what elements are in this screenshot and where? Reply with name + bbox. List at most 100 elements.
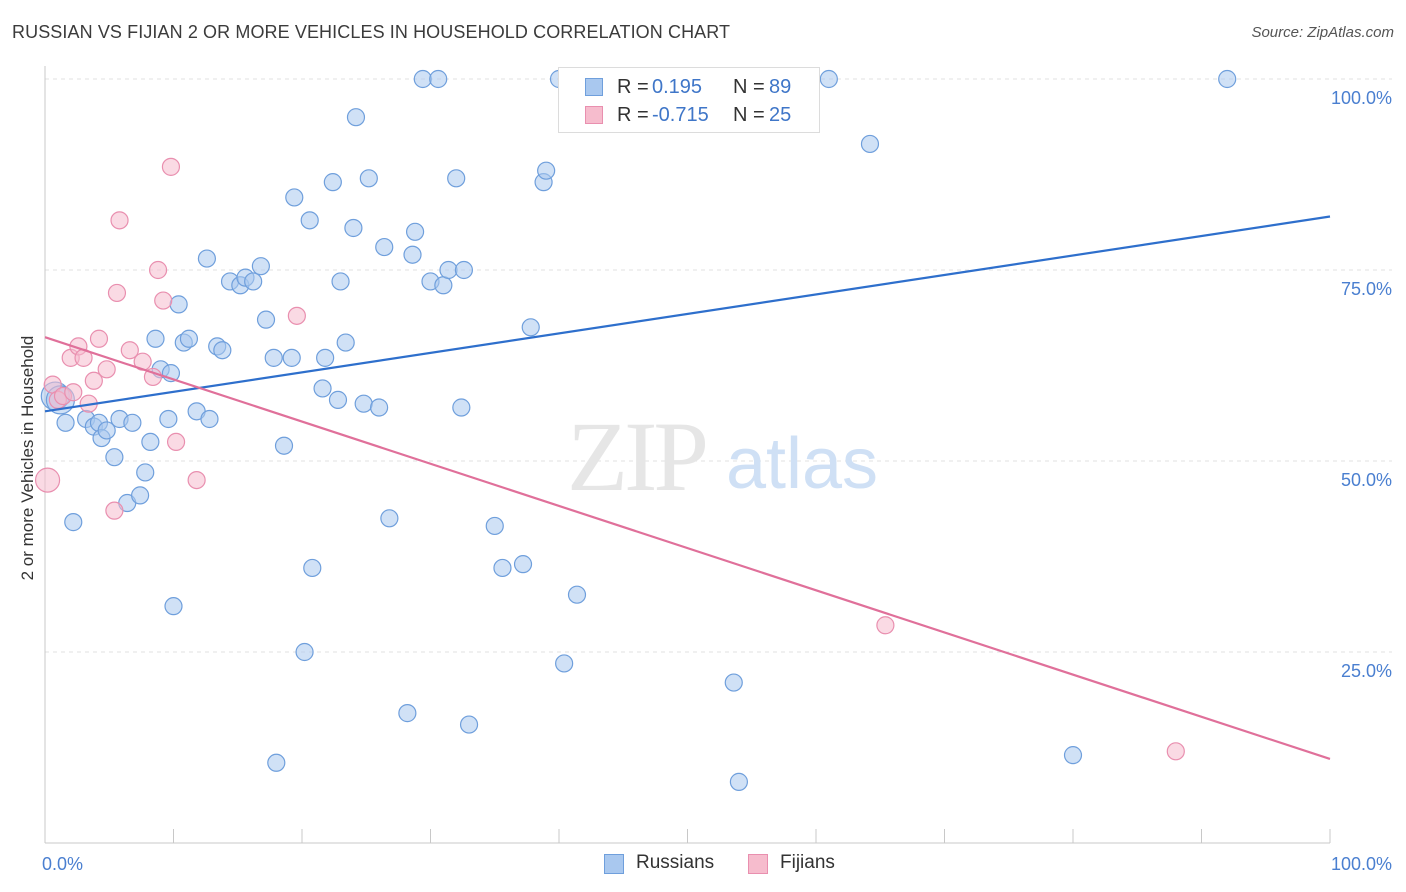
russians-point [403,245,422,264]
russians-point [197,249,217,268]
russians-point [251,257,270,276]
russians-point [346,108,366,127]
russians-point [213,341,232,360]
russians-point [493,558,512,578]
fijians-point [143,367,163,387]
russians-point [295,642,314,662]
fijians-point [34,467,61,493]
russians-point [146,329,165,348]
fijians-point [105,501,124,520]
russians-point [97,421,116,440]
russians-point [64,513,83,532]
russians-point [323,173,342,192]
x-tick-label: 0.0% [42,854,83,874]
axes [44,66,1331,844]
russians-point [179,329,199,348]
russians-point [434,276,453,295]
russians-point [380,509,399,528]
russians-point [244,272,263,291]
russians-point [405,222,425,241]
bottom-legend-label-russians: Russians [636,852,715,873]
russians-point [200,409,219,429]
chart-title: RUSSIAN VS FIJIAN 2 OR MORE VEHICLES IN … [12,22,731,42]
russians-point [729,772,749,791]
fijians-point [97,360,116,379]
watermark-zip: ZIP [567,401,705,512]
russians-point [256,310,276,329]
watermark: ZIP atlas [567,401,878,512]
fijians-point [89,329,109,348]
fijians-point [876,616,895,635]
russians-point [56,413,75,432]
russians-point [485,516,504,536]
y-tick-label: 25.0% [1341,661,1392,681]
x-tick-labels: 0.0% 100.0% [42,854,1392,874]
bottom-legend-label-fijians: Fijians [780,852,835,873]
source-label: Source: ZipAtlas.com [1251,24,1394,41]
russians-point [336,333,355,352]
fijians-point [1166,742,1185,761]
trend-lines [44,215,1331,761]
legend-swatch-russians [585,78,603,96]
russians-point [447,169,466,188]
russians-point [159,409,178,429]
russians-trend-line [44,215,1331,413]
legend-r-label: R = [617,104,649,126]
legend-row-fijians: R = -0.715 N = 25 [559,101,819,129]
russians-point [316,348,335,367]
y-tick-label: 50.0% [1341,470,1392,490]
bottom-legend-swatch-fijians [748,854,768,874]
russians-point [375,237,394,257]
russians-point [123,413,142,432]
russians-point [452,398,471,417]
y-tick-labels: 25.0% 50.0% 75.0% 100.0% [1331,88,1392,681]
russians-point [169,295,188,314]
fijians-point [161,157,181,176]
fijians-point [120,341,139,360]
russians-point [303,558,322,578]
russians-point [459,715,479,734]
legend-n-value: 89 [769,76,792,98]
fijians-point [148,260,168,280]
fijians-point [287,306,306,325]
russians-point [521,318,540,337]
russians-point [267,753,286,772]
russians-point [567,585,587,604]
fijians-point [154,291,173,310]
russians-point [331,272,350,291]
fijians-point [84,371,103,390]
fijians-trend-line [44,336,1331,761]
russians-point [359,169,378,188]
russians-point [130,486,150,505]
fijians-point [166,432,186,451]
x-tick-label: 100.0% [1331,854,1392,874]
russians-point [454,260,474,280]
fijians-point [187,471,206,490]
russians-point [555,654,574,673]
russians-point [285,188,304,207]
russians-point [429,69,448,89]
stats-legend: R = 0.195 N = 89 R = -0.715 N = 25 [558,67,820,133]
legend-r-value: 0.195 [652,76,703,98]
fijians-point [110,211,129,230]
y-tick-label: 75.0% [1341,279,1392,299]
fijians-point [107,283,127,303]
russians-point [370,398,389,417]
russians-point [1218,69,1237,89]
russians-point [264,348,283,367]
russians-point [313,379,332,398]
russians-point [819,69,838,89]
russians-point [1063,746,1083,765]
russians-point [344,218,363,238]
russians-point [398,704,417,723]
y-tick-label: 100.0% [1331,88,1392,108]
legend-n-value: 25 [769,104,792,126]
russians-point [105,448,124,467]
fijians-point [64,383,83,402]
russians-point [164,597,183,616]
russians-point [513,555,533,574]
russians-point [724,673,743,692]
russians-point [300,211,319,230]
russians-point [328,390,348,409]
